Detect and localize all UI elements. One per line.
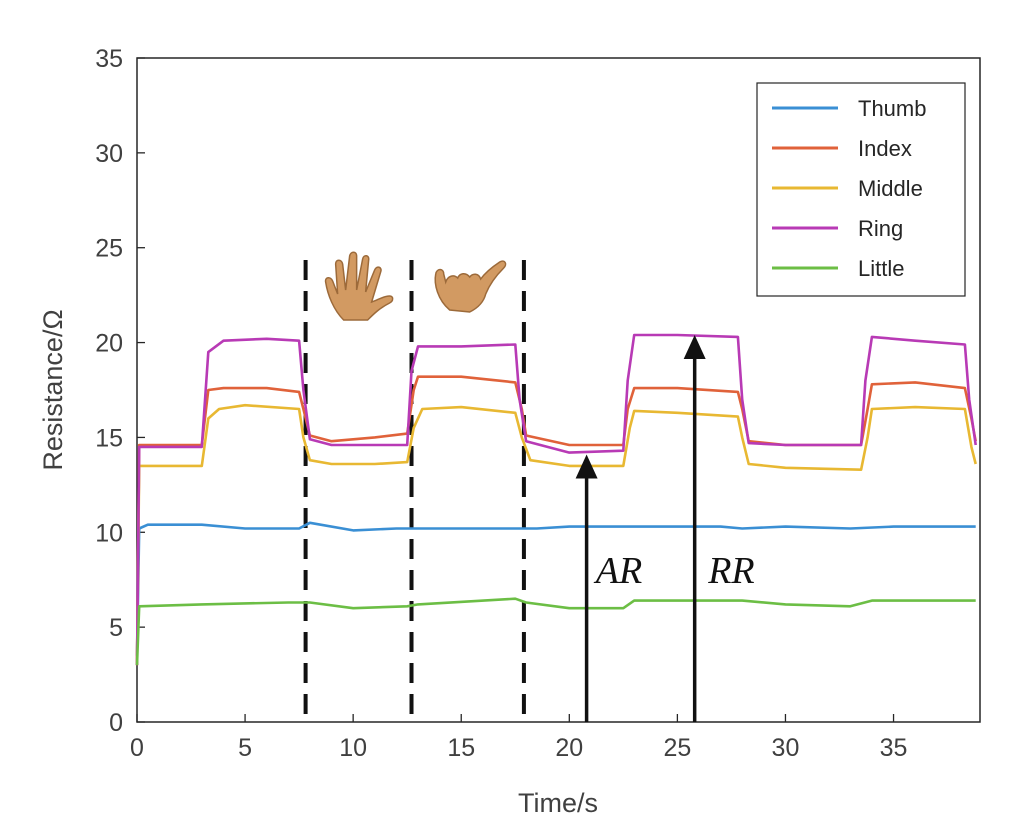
x-tick-label: 25 bbox=[663, 734, 691, 762]
y-tick-label: 25 bbox=[95, 235, 123, 263]
legend-label-little: Little bbox=[858, 256, 904, 281]
y-tick-label: 10 bbox=[95, 519, 123, 547]
annotation-label: AR bbox=[593, 550, 642, 592]
series-lines bbox=[135, 333, 977, 666]
series-line-ring bbox=[135, 333, 977, 666]
legend-label-middle: Middle bbox=[858, 176, 923, 201]
hand-icons bbox=[324, 251, 507, 321]
x-tick-label: 15 bbox=[447, 734, 475, 762]
bent-hand-shape bbox=[434, 260, 507, 313]
legend-label-ring: Ring bbox=[858, 216, 903, 241]
open-hand-icon bbox=[324, 251, 394, 321]
x-tick-label: 0 bbox=[130, 734, 144, 762]
x-tick-label: 10 bbox=[339, 734, 367, 762]
x-tick-label: 30 bbox=[772, 734, 800, 762]
legend-label-index: Index bbox=[858, 136, 912, 161]
open-hand-shape bbox=[324, 251, 394, 321]
y-tick-label: 0 bbox=[109, 709, 123, 737]
y-tick-label: 35 bbox=[95, 45, 123, 73]
x-tick-label: 20 bbox=[555, 734, 583, 762]
x-tick-label: 5 bbox=[238, 734, 252, 762]
arrow-head bbox=[575, 454, 598, 479]
series-line-middle bbox=[135, 403, 977, 666]
x-tick-label: 35 bbox=[880, 734, 908, 762]
legend-label-thumb: Thumb bbox=[858, 96, 926, 121]
annotation-label: RR bbox=[707, 550, 754, 592]
x-axis-title: Time/s bbox=[518, 788, 598, 818]
y-axis-ticks: 0 5 10 15 20 25 30 35 bbox=[95, 45, 145, 737]
legend: Thumb Index Middle Ring Little bbox=[756, 82, 966, 297]
series-line-thumb bbox=[135, 521, 976, 656]
phase-dividers bbox=[303, 253, 526, 714]
y-axis-title: Resistance/Ω bbox=[38, 309, 68, 470]
y-tick-label: 15 bbox=[95, 424, 123, 452]
arrow-head bbox=[683, 334, 706, 359]
annotation-arrows: AR RR bbox=[575, 334, 755, 722]
y-tick-label: 20 bbox=[95, 330, 123, 358]
bent-hand-icon bbox=[434, 260, 507, 313]
series-line-little bbox=[135, 597, 976, 666]
y-tick-label: 5 bbox=[109, 614, 123, 642]
y-tick-label: 30 bbox=[95, 140, 123, 168]
x-axis-ticks: 0 5 10 15 20 25 30 35 bbox=[130, 714, 907, 762]
